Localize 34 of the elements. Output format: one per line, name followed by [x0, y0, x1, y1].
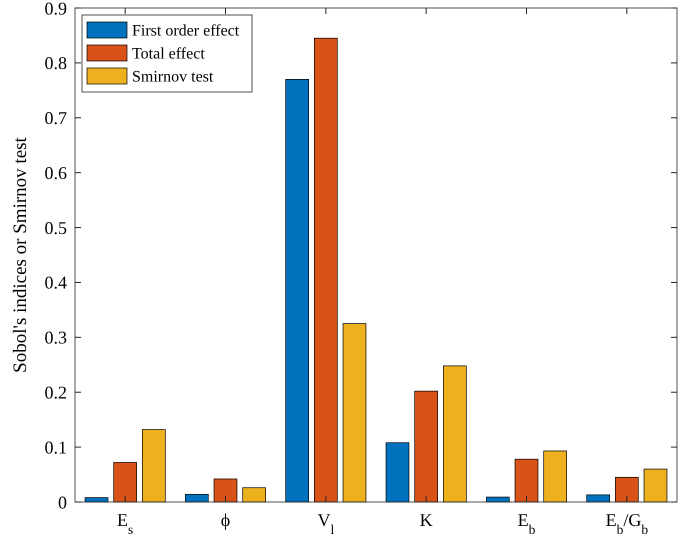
y-tick-label: 0 [58, 492, 67, 512]
y-tick-label: 0.5 [44, 218, 67, 238]
bar [443, 366, 467, 502]
y-tick-label: 0.8 [44, 53, 67, 74]
bar [615, 476, 639, 502]
bar [342, 323, 366, 502]
y-tick-label: 0.3 [44, 328, 67, 348]
y-tick-label: 0.2 [44, 382, 67, 403]
legend-label: Total effect [132, 46, 206, 63]
bar [543, 450, 567, 502]
bar [214, 478, 238, 502]
legend-label: Smirnov test [132, 68, 214, 86]
y-tick-label: 0.9 [44, 0, 67, 18]
x-tick-label: E$_{b}$/G$_{b}$ [606, 510, 648, 536]
y-tick-label: 0.4 [44, 272, 67, 293]
bar [386, 442, 410, 502]
bar [142, 429, 166, 502]
bar [414, 390, 438, 502]
bar [514, 458, 538, 502]
bar [314, 38, 338, 502]
x-tick-label: V$_{l}$ [317, 510, 334, 536]
x-tick-label: ϕ [220, 510, 230, 530]
y-tick-label: 0.1 [44, 437, 67, 458]
bar [285, 79, 309, 502]
bar [113, 462, 137, 502]
x-tick-label: K [420, 510, 433, 530]
bar [644, 468, 668, 502]
bar [242, 487, 266, 502]
x-tick-label: E$_{s}$ [117, 510, 134, 536]
y-tick-label: 0.6 [44, 162, 67, 183]
x-tick-label: E$_{b}$ [518, 510, 536, 536]
legend-label: First order effect [132, 22, 240, 40]
y-axis-title: Sobol's indices or Smirnov test [10, 136, 31, 373]
y-tick-label: 0.7 [44, 108, 67, 128]
